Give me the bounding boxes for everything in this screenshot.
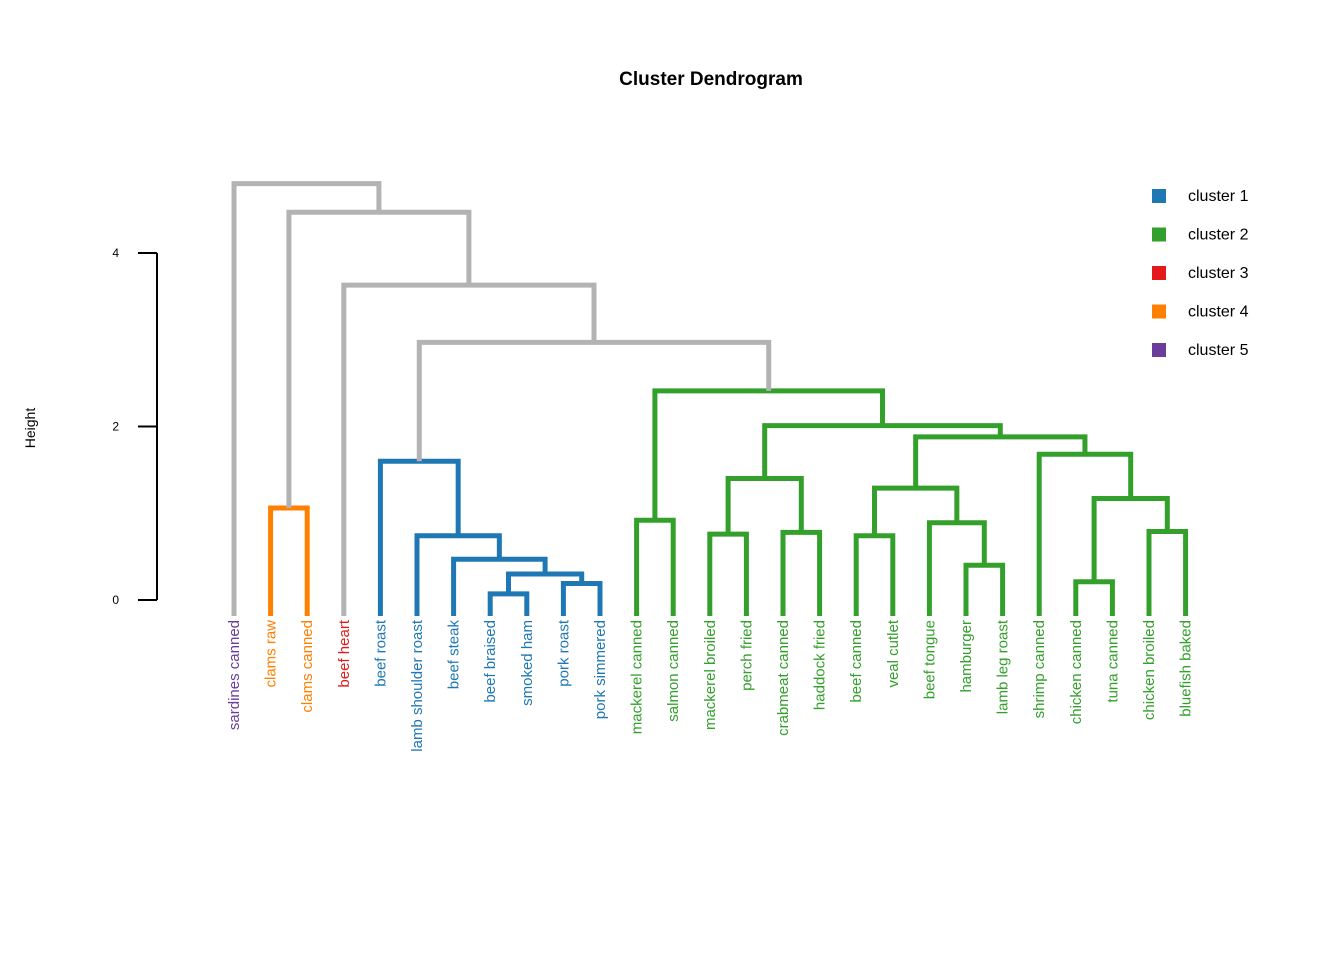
leaf-label: beef roast	[372, 619, 389, 687]
y-axis-label: Height	[22, 408, 38, 449]
legend-label: cluster 1	[1188, 188, 1249, 205]
leaf-label: beef heart	[336, 619, 353, 687]
leaf-label: salmon canned	[665, 620, 682, 722]
legend-swatch	[1152, 304, 1166, 319]
legend-swatch	[1152, 227, 1166, 242]
leaf-label: mackerel canned	[629, 620, 646, 734]
leaf-label: pork roast	[555, 619, 572, 687]
dendrogram-merge-10	[725, 476, 804, 535]
legend-label: cluster 5	[1188, 342, 1249, 359]
dendrogram-merge-4	[414, 533, 502, 616]
leaf-label: chicken broiled	[1141, 620, 1158, 720]
dendrogram-merge-3	[451, 556, 548, 616]
dendrogram-merge-9	[780, 529, 823, 616]
leaf-label: tuna canned	[1104, 620, 1121, 703]
dendrogram-merge-22	[416, 339, 772, 462]
chart-title: Cluster Dendrogram	[619, 69, 803, 90]
dendrogram-merge-8	[707, 531, 749, 616]
leaf-label: bluefish baked	[1178, 620, 1195, 717]
dendrogram-merge-15	[1073, 579, 1115, 616]
legend-label: cluster 2	[1188, 227, 1249, 244]
legend-label: cluster 4	[1188, 304, 1249, 321]
legend-swatch	[1152, 343, 1166, 357]
legend-label: cluster 3	[1188, 265, 1249, 282]
leaf-label: shrimp canned	[1031, 620, 1048, 718]
dendrogram-merge-12	[963, 562, 1006, 616]
leaf-label: haddock fried	[812, 620, 829, 710]
dendrogram-merge-17	[1091, 496, 1170, 582]
leaf-label: beef canned	[848, 620, 865, 703]
leaf-label: lamb shoulder roast	[409, 619, 426, 752]
leaf-label: beef tongue	[921, 620, 938, 699]
leaf-label: smoked ham	[519, 620, 536, 706]
dendrogram-merge-11	[853, 533, 896, 616]
leaf-label: hamburger	[958, 620, 975, 693]
dendrogram-merge-14	[872, 485, 960, 536]
leaf-label: lamb leg roast	[995, 619, 1012, 714]
leaf-label: chicken canned	[1068, 620, 1085, 724]
dendrogram-merge-13	[926, 520, 987, 616]
dendrogram-merge-19	[913, 434, 1088, 489]
leaf-label: beef braised	[482, 620, 499, 703]
leaf-label: mackerel broiled	[702, 620, 719, 730]
dendrogram-merge-1	[560, 581, 603, 616]
dendrogram-branches	[231, 181, 1189, 616]
dendrogram-merge-21	[652, 388, 886, 521]
leaf-label: veal cutlet	[885, 619, 902, 687]
leaf-label: sardines canned	[226, 620, 243, 730]
leaf-label: clams canned	[299, 620, 316, 713]
leaf-label: perch fried	[738, 620, 755, 691]
dendrogram-merge-23	[341, 282, 597, 616]
legend: cluster 1 cluster 2 cluster 3 cluster 4 clus…	[1152, 188, 1249, 359]
leaf-label: pork simmered	[592, 620, 609, 719]
dendrogram-merge-7	[634, 517, 676, 616]
legend-swatch	[1152, 266, 1166, 280]
leaf-label: beef steak	[446, 620, 463, 690]
dendrogram-merge-6	[268, 505, 310, 616]
leaf-label: crabmeat canned	[775, 620, 792, 736]
y-axis: 0 2 4	[112, 246, 158, 607]
y-tick-label: 0	[112, 593, 119, 607]
legend-swatch	[1152, 189, 1166, 203]
leaf-label: clams raw	[263, 620, 280, 688]
dendrogram-merge-20	[762, 423, 1003, 479]
dendrogram-merge-25	[231, 181, 382, 616]
dendrogram-merge-16	[1146, 528, 1189, 616]
dendrogram-merge-18	[1036, 451, 1134, 616]
y-tick-label: 2	[112, 420, 119, 434]
leaf-labels: sardines canned clams raw clams canned beef…	[226, 619, 1195, 752]
dendrogram-merge-0	[487, 591, 530, 616]
y-tick-label: 4	[112, 246, 119, 260]
